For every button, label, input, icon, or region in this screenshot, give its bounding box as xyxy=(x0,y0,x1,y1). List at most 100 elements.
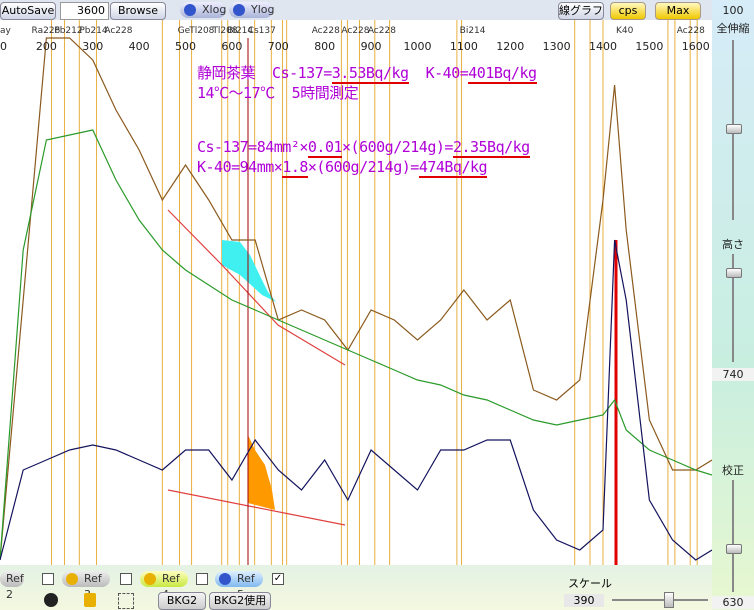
peak-label: Ac228 xyxy=(677,26,705,36)
toggle-dot xyxy=(233,4,245,16)
annotation-line: 静岡茶葉 Cs-137=3.53Bq/kg K-40=401Bq/kg xyxy=(197,62,537,84)
annotation-text: 静岡茶葉 Cs-137= xyxy=(197,64,332,82)
x-tick-label: 1600 xyxy=(682,40,710,53)
height-label: 高さ xyxy=(722,238,744,251)
x-tick-label: 1100 xyxy=(450,40,478,53)
height-value: 740 xyxy=(712,368,754,381)
x-tick-label: 1400 xyxy=(589,40,617,53)
bkg2-button[interactable]: BKG2 xyxy=(158,592,206,610)
peak-label: Ac228 xyxy=(104,26,132,36)
ylog-label: Ylog xyxy=(251,3,275,16)
cs-area-highlight xyxy=(222,240,276,302)
bkg2-use-button[interactable]: BKG2使用 xyxy=(209,592,271,610)
baseline xyxy=(167,489,346,526)
ref5-button[interactable]: Ref 5 xyxy=(215,571,263,601)
peak-lines xyxy=(50,20,698,565)
x-tick-label: 600 xyxy=(221,40,242,53)
line-graph-button[interactable]: 線グラフ xyxy=(558,2,604,20)
annotation-text: 474Bq/kg xyxy=(418,158,488,178)
x-tick-label: 900 xyxy=(361,40,382,53)
xlog-toggle[interactable]: Xlog xyxy=(180,2,226,18)
select-icon[interactable] xyxy=(118,593,134,609)
ref3-checkbox[interactable] xyxy=(120,573,132,585)
x-tick-label: 1300 xyxy=(543,40,571,53)
cps-button[interactable]: cps xyxy=(610,2,646,20)
toolbar: AutoSave 3600 Browse Xlog Ylog 線グラフ cps … xyxy=(0,0,712,20)
peak-label: ay xyxy=(0,26,12,36)
scale-slider-track xyxy=(612,599,708,601)
baseline xyxy=(167,209,346,366)
x-tick-label: 1000 xyxy=(403,40,431,53)
toggle-dot xyxy=(144,573,156,585)
annotation-text: K-40=94mm× xyxy=(197,158,283,176)
x-tick-label: 800 xyxy=(314,40,335,53)
peak-label: K40 xyxy=(616,26,634,36)
peak-label: Ac228 xyxy=(312,26,340,36)
xlog-label: Xlog xyxy=(202,3,227,16)
peak-label: Tl208 xyxy=(188,26,214,36)
annotation-line: K-40=94mm×1.8×(600g/214g)=474Bq/kg xyxy=(197,158,488,178)
ref4-checkbox[interactable] xyxy=(196,573,208,585)
browse-button[interactable]: Browse xyxy=(110,2,166,20)
spectrum-line xyxy=(0,37,712,561)
annotation-text: ×(600g/214g)= xyxy=(342,138,453,156)
ref4-button[interactable]: Ref 4 xyxy=(140,571,188,601)
ref2-button[interactable]: Ref 2 xyxy=(0,571,24,601)
x-tick-label: 700 xyxy=(268,40,289,53)
curves xyxy=(0,37,712,561)
ref2-checkbox[interactable] xyxy=(42,573,54,585)
time-field[interactable]: 3600 xyxy=(60,2,109,20)
x-tick-label: 400 xyxy=(129,40,150,53)
scale-label: スケール xyxy=(568,577,612,590)
autosave-button[interactable]: AutoSave xyxy=(0,2,56,20)
toggle-dot xyxy=(219,573,231,585)
top-value: 100 xyxy=(722,4,744,17)
ref3-button[interactable]: Ref 3 xyxy=(62,571,110,601)
bottom-bar: Ref 2 Ref 3 Ref 4 Ref 5 ✓ BKG2 BKG2使用 スケ… xyxy=(0,565,712,610)
peak-label: Pb212 xyxy=(54,26,82,36)
annotation-text: Cs-137=84mm²× xyxy=(197,138,308,156)
toggle-dot xyxy=(66,573,78,585)
scale-slider[interactable] xyxy=(664,592,674,608)
spectrum-line xyxy=(0,239,712,561)
toggle-dot xyxy=(184,4,196,16)
cs-area-highlight xyxy=(248,435,275,510)
peak-label: Bi214 xyxy=(227,26,253,36)
annotation-text: 0.01 xyxy=(307,138,343,158)
peak-label: Bi214 xyxy=(460,26,486,36)
annotation-line: Cs-137=84mm²×0.01×(600g/214g)=2.35Bq/kg xyxy=(197,138,530,158)
annotation-text: 3.53Bq/kg xyxy=(331,64,409,84)
calib-value: 630 xyxy=(712,596,754,609)
annotation-text: 14℃～17℃ 5時間測定 xyxy=(197,84,359,102)
height-slider-track xyxy=(732,254,734,362)
right-panel: 100 全伸縮 高さ 740 校正 630 xyxy=(712,0,754,610)
peak-label: Ra226 xyxy=(32,26,61,36)
peak-label: Tl208 xyxy=(211,26,237,36)
x-tick-label: 1200 xyxy=(496,40,524,53)
spectrum-line xyxy=(0,129,712,561)
scale-value: 390 xyxy=(564,594,604,607)
calib-label: 校正 xyxy=(722,464,744,477)
annotation-text: 2.35Bq/kg xyxy=(452,138,530,158)
annotation-text: K-40= xyxy=(408,64,469,82)
calib-slider-track xyxy=(732,480,734,592)
peak-label: Ac228 xyxy=(368,26,396,36)
x-tick-label: 200 xyxy=(36,40,57,53)
annotation-text: 401Bq/kg xyxy=(468,64,537,84)
zoom-slider[interactable] xyxy=(726,124,742,134)
height-slider[interactable] xyxy=(726,268,742,278)
paw-icon[interactable] xyxy=(44,593,58,607)
peak-label: Ac228 xyxy=(341,26,369,36)
ylog-toggle[interactable]: Ylog xyxy=(229,2,275,18)
max-button[interactable]: Max xyxy=(655,2,701,20)
calib-slider[interactable] xyxy=(726,544,742,554)
peak-label: Ge xyxy=(178,26,191,36)
annotation-text: ×(600g/214g)= xyxy=(307,158,419,176)
lock-icon[interactable] xyxy=(84,593,96,607)
x-tick-label: 500 xyxy=(175,40,196,53)
peak-label: Cs137 xyxy=(248,26,276,36)
peak-label: Pb214 xyxy=(79,26,108,36)
ref5-checkbox[interactable]: ✓ xyxy=(272,573,284,585)
